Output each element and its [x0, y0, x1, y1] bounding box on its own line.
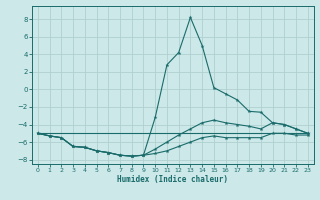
X-axis label: Humidex (Indice chaleur): Humidex (Indice chaleur): [117, 175, 228, 184]
